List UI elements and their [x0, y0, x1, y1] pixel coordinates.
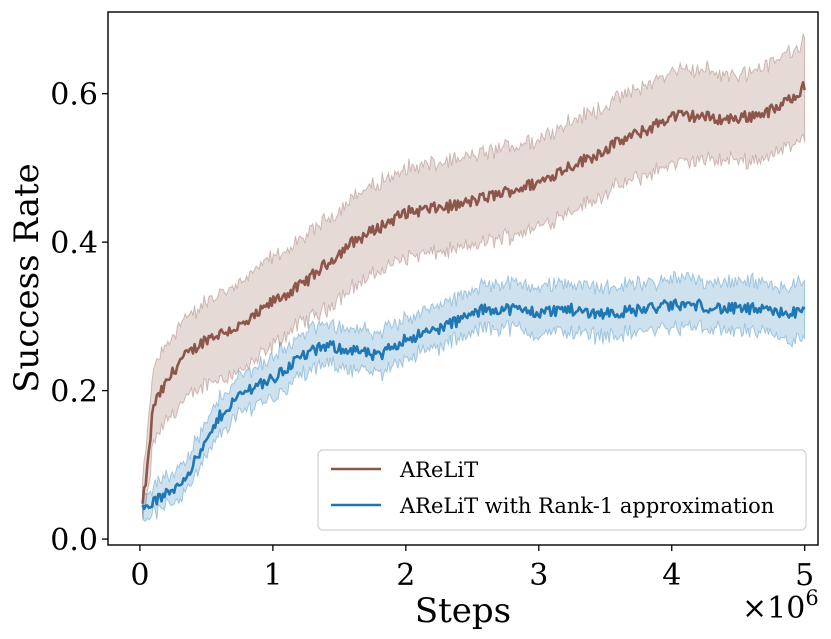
- x-multiplier-exponent: 6: [805, 586, 818, 610]
- line-arelit-rank1: [141, 298, 806, 511]
- y-tick-label-2: 0.4: [50, 226, 98, 261]
- x-axis-label: Steps: [415, 591, 511, 631]
- x-axis-ticks: 0 1 2 3 4 5: [130, 545, 814, 593]
- y-tick-label-1: 0.2: [50, 375, 98, 410]
- confidence-bands: [142, 32, 806, 522]
- band-arelit-rank1: [142, 270, 806, 522]
- legend-box: [317, 449, 807, 531]
- x-tick-label-4: 4: [662, 558, 681, 593]
- plot-frame: [107, 11, 819, 546]
- y-axis-label: Success Rate: [7, 163, 47, 393]
- x-tick-label-2: 2: [396, 558, 415, 593]
- x-tick-label-0: 0: [130, 558, 149, 593]
- legend-label-arelit: AReLiT: [399, 458, 478, 482]
- legend-label-arelit-rank1: AReLiT with Rank-1 approximation: [399, 494, 774, 518]
- x-tick-label-3: 3: [529, 558, 548, 593]
- band-arelit: [142, 32, 806, 521]
- series-lines: [141, 81, 806, 511]
- y-tick-label-3: 0.6: [50, 78, 98, 113]
- legend: AReLiT AReLiT with Rank-1 approximation: [317, 449, 807, 531]
- x-axis-multiplier: ×106: [742, 586, 819, 626]
- line-arelit: [141, 81, 806, 504]
- y-axis-ticks: 0.0 0.2 0.4 0.6: [50, 78, 108, 558]
- x-tick-label-5: 5: [795, 558, 814, 593]
- x-multiplier-base: ×10: [742, 591, 805, 626]
- x-tick-label-1: 1: [263, 558, 282, 593]
- y-tick-label-0: 0.0: [50, 523, 98, 558]
